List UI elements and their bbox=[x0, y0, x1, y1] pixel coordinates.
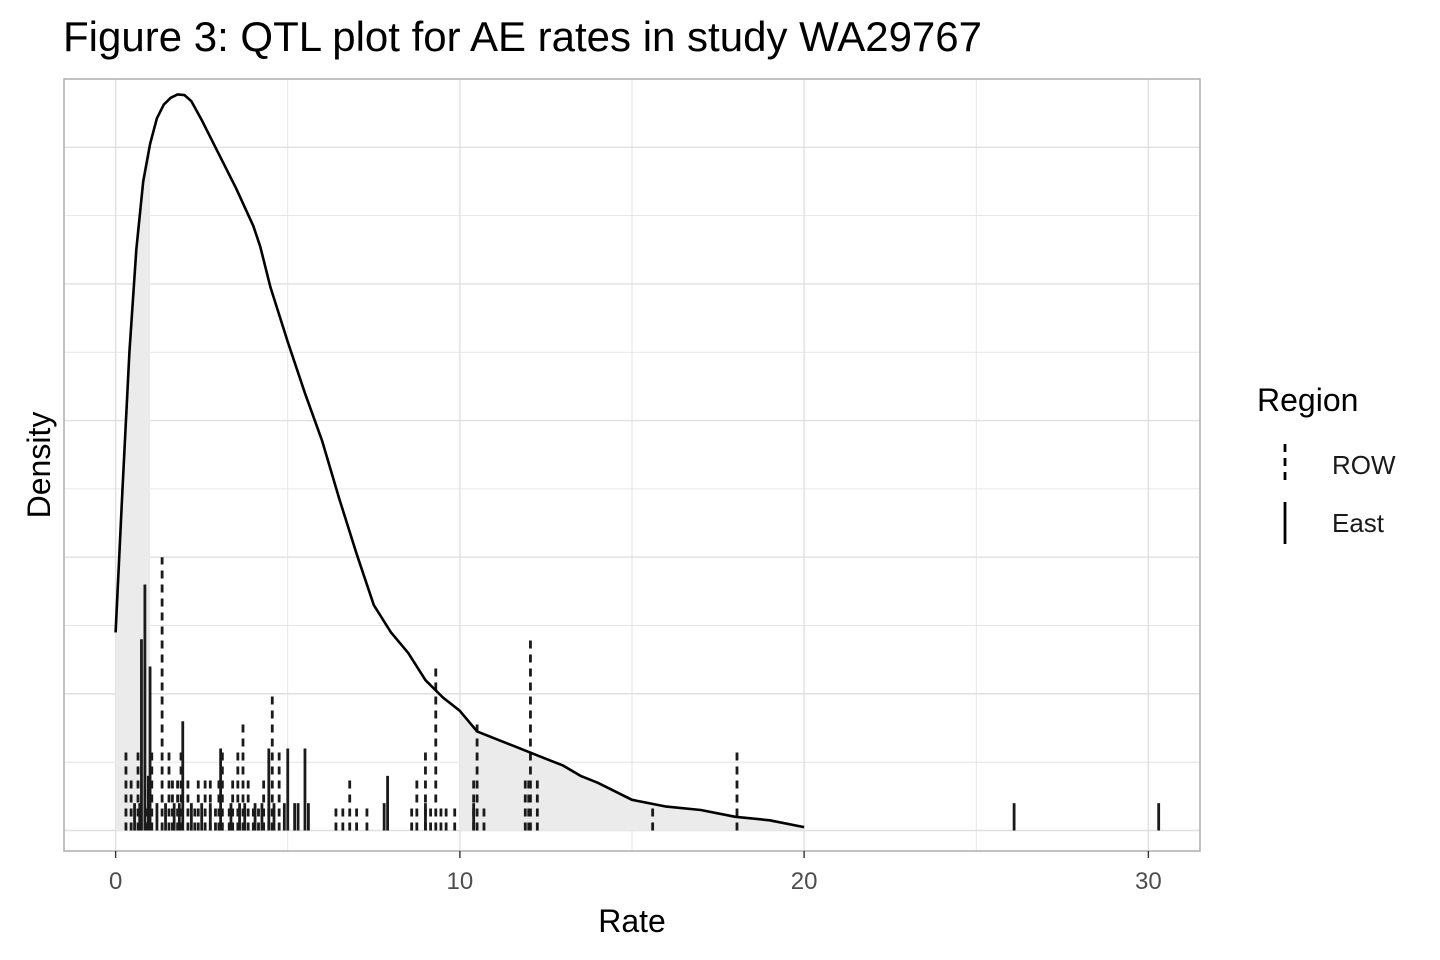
shaded-region bbox=[459, 710, 805, 831]
x-tick-label: 20 bbox=[791, 868, 818, 895]
minor-gridlines bbox=[64, 79, 1200, 851]
x-tick-label: 10 bbox=[447, 868, 474, 895]
chart-title: Figure 3: QTL plot for AE rates in study… bbox=[63, 13, 982, 60]
density-curve-group bbox=[114, 93, 805, 829]
legend: Region ROW East bbox=[1257, 382, 1396, 544]
legend-title: Region bbox=[1257, 382, 1358, 418]
legend-items: ROW East bbox=[1283, 444, 1396, 544]
legend-label-east: East bbox=[1332, 508, 1385, 538]
plot-panel bbox=[63, 78, 1201, 852]
x-tick-label: 0 bbox=[109, 868, 122, 895]
x-axis-ticks: 0 10 20 30 bbox=[109, 851, 1162, 895]
density-curve bbox=[114, 93, 805, 829]
x-axis-title: Rate bbox=[598, 903, 666, 939]
rug-marks bbox=[124, 557, 1161, 831]
panel-border bbox=[63, 78, 1201, 852]
y-axis-title: Density bbox=[21, 412, 57, 519]
legend-label-row: ROW bbox=[1332, 450, 1396, 480]
major-gridlines bbox=[64, 79, 1200, 851]
x-tick-label: 30 bbox=[1135, 868, 1162, 895]
